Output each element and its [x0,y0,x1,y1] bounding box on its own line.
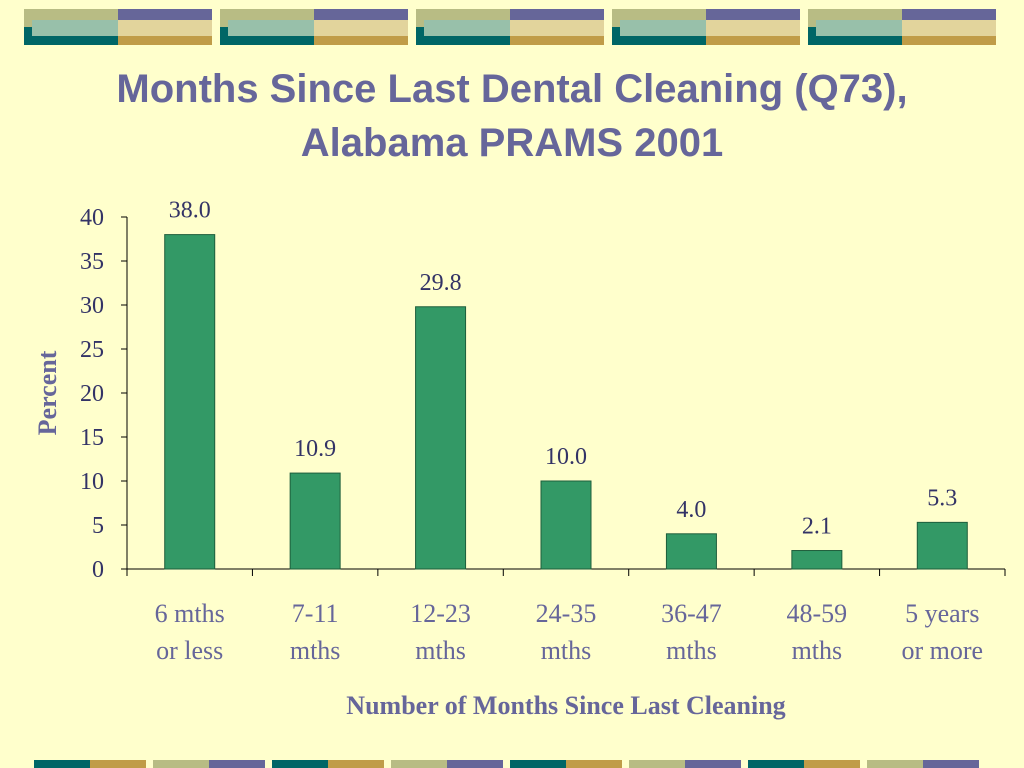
x-tick-label: 6 mths or less [155,599,225,665]
bottom-band-tile [391,760,503,768]
top-band-tile [24,9,212,45]
y-tick-label: 30 [80,293,104,319]
bottom-band-tile [867,760,979,768]
bar [916,521,968,570]
slide-title: Months Since Last Dental Cleaning (Q73),… [0,62,1024,170]
bar-value-label: 2.1 [802,514,832,540]
y-tick-label: 10 [80,469,104,495]
bar-value-label: 29.8 [420,270,462,296]
bottom-band-tile [272,760,384,768]
x-tick-label: 5 years or more [901,599,983,665]
top-band-tile [808,9,996,45]
bar-value-label: 10.9 [294,436,336,462]
y-axis-tick-labels: 0 5 10 15 20 25 30 35 40 [80,205,104,583]
top-band-tile [612,9,800,45]
x-axis-label: Number of Months Since Last Cleaning [346,691,785,720]
bar-value-label: 4.0 [676,497,706,523]
bottom-band-tile [153,760,265,768]
slide-title-line-2: Alabama PRAMS 2001 [300,121,724,165]
x-tick-label: 24-35 mths [536,599,597,665]
x-tick-label: 48-59 mths [787,599,848,665]
y-tick-label: 15 [80,425,104,451]
bar-value-label: 5.3 [927,485,957,511]
bar [289,472,341,570]
y-tick-label: 20 [80,381,104,407]
y-tick-label: 5 [92,513,104,539]
x-tick-label: 36-47 mths [661,599,722,665]
bar-series [164,234,968,570]
x-tick-label: 12-23 mths [410,599,471,665]
top-decorative-band [24,9,996,45]
bottom-band-tile [748,760,860,768]
bottom-band-tile [629,760,741,768]
bottom-band-tile [510,760,622,768]
bar-data-labels: 38.0 10.9 29.8 10.0 4.0 2.1 5.3 [169,198,958,540]
y-tick-label: 25 [80,337,104,363]
y-tick-label: 0 [92,557,104,583]
bar [791,550,843,570]
y-tick-label: 35 [80,249,104,275]
x-tick-label: 7-11 mths [290,599,341,665]
y-tick-label: 40 [80,205,104,231]
bar [540,480,592,570]
bar [665,533,717,570]
bar-value-label: 10.0 [545,444,587,470]
slide-title-line-1: Months Since Last Dental Cleaning (Q73), [116,67,908,111]
top-band-tile [416,9,604,45]
bar-chart: 0 5 10 15 20 25 30 35 40 38.0 10.9 29.8 10.0 4.0 2.1 5… [33,198,1006,720]
top-band-tile [220,9,408,45]
bar [415,306,467,570]
bar-value-label: 38.0 [169,198,211,224]
x-axis-tick-labels: 6 mths or less 7-11 mths 12-23 mths 24-35 mths 3… [155,599,983,665]
bottom-decorative-band [34,760,979,768]
y-axis-label: Percent [33,350,62,435]
bottom-band-tile [34,760,146,768]
bar [164,234,216,570]
